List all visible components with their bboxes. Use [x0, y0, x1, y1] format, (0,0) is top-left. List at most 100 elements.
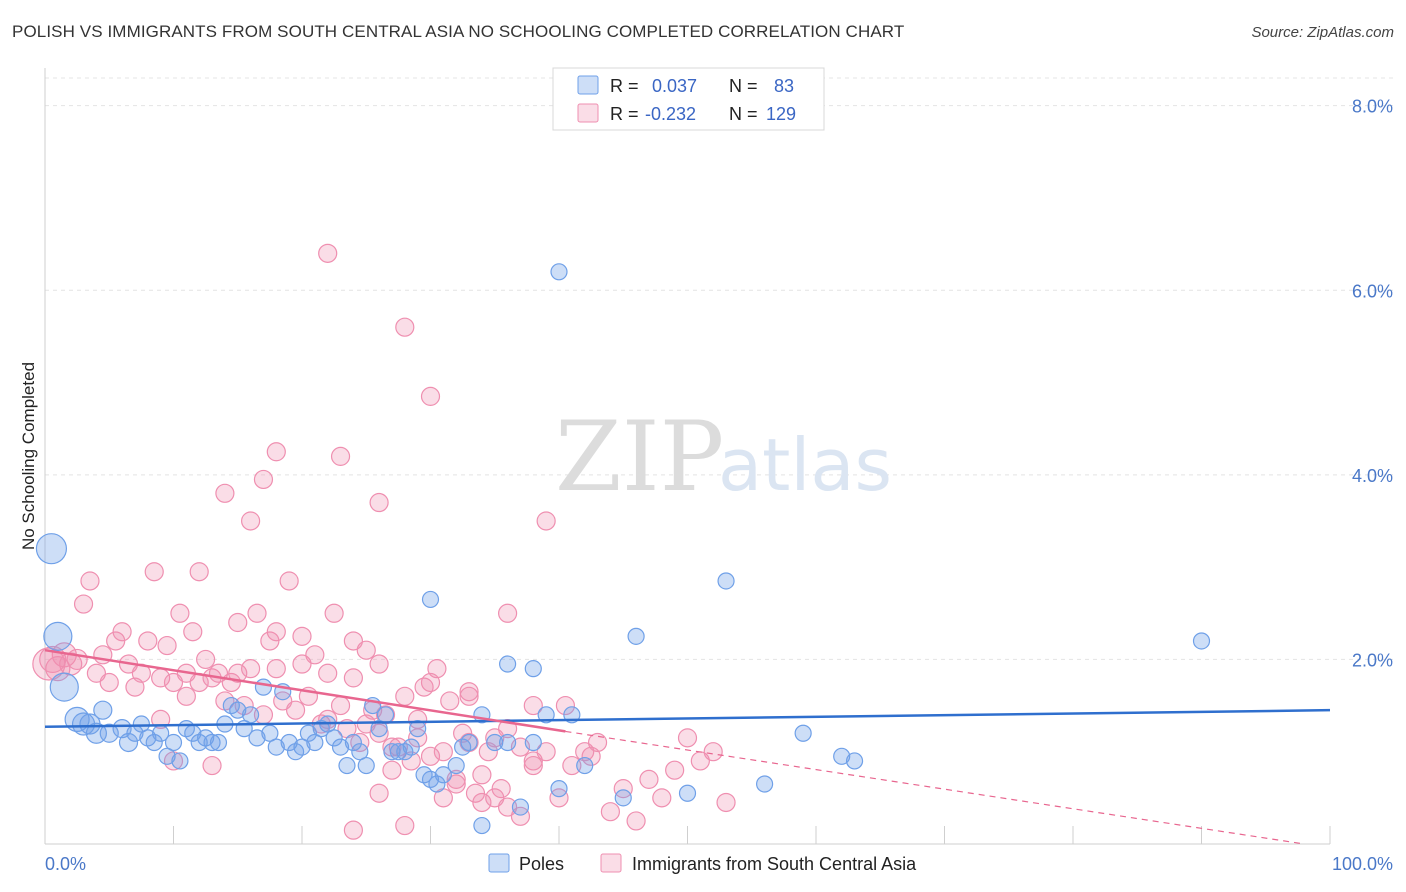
immigrants-point: [202, 755, 222, 776]
immigrants-point: [228, 663, 248, 683]
immigrants-point: [491, 779, 511, 799]
immigrants-point: [318, 243, 338, 263]
immigrants-point: [523, 695, 543, 716]
immigrants-point: [395, 317, 415, 337]
immigrants-point: [183, 622, 203, 642]
immigrants-point: [613, 779, 633, 799]
poles-point: [454, 738, 472, 756]
immigrants-point: [253, 469, 274, 490]
legend-poles-label: Poles: [519, 854, 564, 874]
poles-point: [1192, 632, 1211, 650]
immigrants-point: [600, 802, 621, 822]
immigrants-point: [677, 728, 698, 748]
poles-point: [370, 720, 388, 738]
immigrants-point: [536, 742, 556, 762]
poles-point: [158, 747, 176, 765]
immigrants-point: [433, 742, 453, 762]
immigrants-point: [395, 815, 415, 836]
watermark-atlas: atlas: [718, 423, 892, 507]
immigrants-point: [196, 649, 216, 670]
poles-point: [383, 743, 401, 761]
immigrants-point: [343, 668, 363, 688]
immigrants-point: [266, 442, 286, 462]
immigrants-point: [369, 654, 389, 674]
immigrants-n-value: 129: [766, 104, 796, 124]
poles-point: [614, 789, 632, 807]
series-legend: Poles Immigrants from South Central Asia: [488, 853, 917, 874]
immigrants-point: [305, 645, 325, 665]
immigrants-point: [639, 769, 659, 789]
immigrants-point: [157, 635, 177, 656]
immigrants-point: [343, 631, 363, 651]
poles-point: [833, 747, 851, 765]
poles-point: [145, 733, 163, 752]
immigrants-point: [562, 755, 582, 776]
immigrants-point: [112, 622, 132, 642]
immigrants-n-label: N =: [729, 104, 758, 124]
poles-point: [409, 720, 427, 738]
watermark-zip: ZIP: [555, 401, 724, 513]
immigrants-point: [292, 626, 312, 646]
trend-lines: [44, 648, 1331, 845]
poles-point: [537, 706, 555, 724]
poles-point: [845, 752, 864, 770]
immigrants-point: [151, 709, 171, 730]
y-tick-labels: 2.0% 4.0% 6.0% 8.0%: [1352, 97, 1393, 671]
x-tick-label: 0.0%: [45, 854, 86, 874]
poles-point: [524, 660, 542, 678]
immigrants-swatch: [577, 103, 599, 123]
immigrants-point: [665, 760, 685, 780]
immigrants-point: [716, 792, 736, 813]
immigrants-point: [420, 386, 441, 406]
poles-n-value: 83: [774, 76, 794, 96]
poles-point: [351, 743, 369, 761]
immigrants-point: [318, 663, 338, 683]
immigrants-point: [343, 820, 363, 840]
immigrants-point: [80, 571, 100, 591]
poles-swatch: [577, 75, 599, 95]
immigrants-point: [228, 612, 248, 633]
poles-r-value: 0.037: [652, 76, 697, 96]
immigrants-point: [401, 751, 421, 771]
immigrants-point: [459, 686, 479, 706]
poles-point: [209, 733, 228, 752]
y-tick-label: 4.0%: [1352, 466, 1393, 486]
legend-poles-swatch: [488, 853, 510, 873]
poles-point: [118, 732, 139, 753]
immigrants-point: [498, 797, 518, 817]
poles-point: [261, 724, 279, 742]
poles-point: [499, 733, 517, 752]
poles-r-label: R =: [610, 76, 639, 96]
poles-point: [524, 733, 542, 752]
immigrants-point: [420, 746, 441, 766]
immigrants-trend-line: [44, 648, 566, 733]
poles-point: [344, 733, 362, 752]
poles-point: [421, 590, 440, 609]
immigrants-point: [241, 511, 261, 531]
poles-point: [248, 729, 266, 747]
poles-point: [402, 738, 420, 756]
immigrants-point: [549, 788, 569, 808]
immigrants-point: [555, 695, 576, 716]
poles-point: [93, 700, 113, 720]
chart-title: POLISH VS IMMIGRANTS FROM SOUTH CENTRAL …: [12, 22, 905, 41]
poles-trend-line: [44, 708, 1331, 729]
poles-point: [428, 775, 446, 793]
poles-point: [132, 715, 150, 733]
source-label: Source: ZipAtlas.com: [1251, 24, 1394, 41]
poles-point: [299, 724, 318, 742]
poles-point: [164, 733, 183, 752]
grid-lines: [45, 77, 1395, 660]
poles-point: [49, 672, 79, 702]
poles-points: [35, 263, 1211, 835]
immigrants-point: [703, 742, 723, 762]
poles-n-label: N =: [729, 76, 758, 96]
immigrants-r-label: R =: [610, 104, 639, 124]
poles-point: [35, 533, 68, 565]
immigrants-point: [459, 682, 479, 702]
poles-point: [43, 621, 73, 651]
immigrants-trend-extension: [565, 730, 1305, 845]
immigrants-point: [66, 648, 88, 671]
immigrants-point: [189, 562, 209, 582]
